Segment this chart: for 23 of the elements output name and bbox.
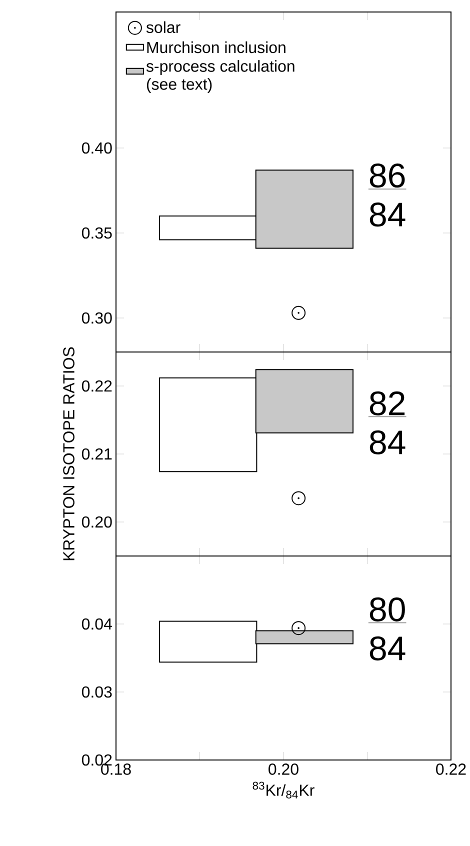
x-tick-label: 0.20 [268,764,298,775]
y-tick-label: 0.02 [82,754,112,766]
y-tick-label: 0.22 [82,380,112,392]
annotation: 80 [370,597,405,622]
x-axis-title: $^{83}$Kr/$_{84}$Kr [252,782,314,799]
y-tick-label: 0.21 [82,448,112,460]
annotation: 84 [370,202,406,227]
x-tick-label: 0.22 [436,764,466,775]
legend-label: Murchison inclusion [147,41,286,54]
y-tick-label: 0.04 [82,618,112,630]
y-axis-title: KRYPTON ISOTOPE RATIOS [63,347,74,560]
annotation: 84 [370,430,406,454]
legend-label: s-process calculation (see text) [146,60,294,93]
x-tick-label: 0.18 [101,764,131,775]
y-tick-label: 0.03 [82,686,112,698]
y-tick-label: 0.30 [82,312,112,324]
y-tick-label: 0.20 [82,516,112,528]
annotation: 84 [370,636,406,660]
annotation: 86 [370,164,405,188]
y-tick-label: 0.35 [82,227,112,239]
legend-label: solar [146,21,180,34]
annotation: 82 [370,391,405,416]
y-tick-label: 0.40 [82,142,112,154]
